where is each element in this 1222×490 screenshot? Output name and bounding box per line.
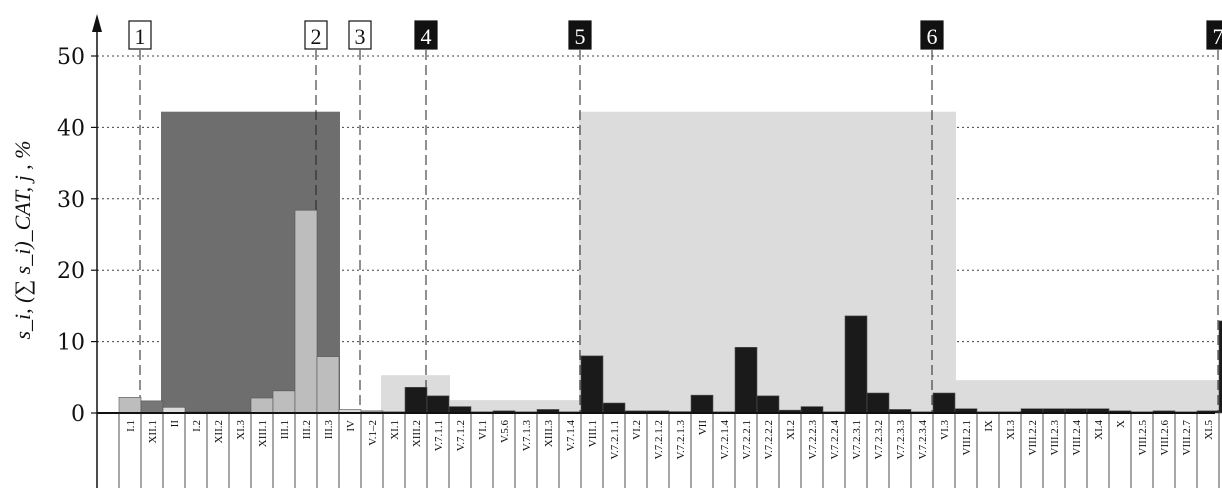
marker-box [920, 20, 944, 50]
category-label: VIII.1 [587, 420, 599, 447]
category-label: V.7.2.3.1 [851, 420, 863, 460]
category-label: VIII.2.4 [1071, 420, 1083, 456]
y-tick-label: 0 [71, 402, 85, 427]
category-label: V.7.2.1.4 [719, 420, 731, 460]
category-label: IV [345, 420, 357, 432]
category-label: V.7.1.4 [565, 420, 577, 452]
category-label: XI.3 [235, 420, 247, 440]
category-label: XIII.1 [257, 420, 269, 447]
bars [118, 209, 1222, 414]
category-label: VI.1 [477, 420, 489, 440]
y-tick-label: 40 [57, 116, 85, 141]
category-label: VI.3 [939, 420, 951, 440]
background-regions [161, 111, 1222, 413]
marker-box [414, 20, 438, 50]
marker-box [568, 20, 592, 50]
category-label: IX [983, 420, 995, 432]
category-label: V.1–2 [367, 420, 379, 446]
category-label: VIII.2.5 [1137, 420, 1149, 456]
y-axis-label: s_i, (∑ s_i)_CAT, j , % [10, 140, 35, 339]
category-label: XI.4 [1093, 420, 1105, 440]
category-label: XI.3 [1005, 420, 1017, 440]
marker-label: 3 [355, 24, 366, 49]
category-label: V.7.2.2.3 [807, 420, 819, 460]
category-label: XIII.3 [543, 420, 555, 448]
bar [734, 347, 758, 414]
category-label: I.2 [191, 420, 203, 432]
category-label: V.7.2.1.2 [653, 420, 665, 460]
marker-lines [139, 50, 1219, 413]
category-label: V.7.2.2.4 [829, 420, 841, 460]
category-label: XIII.2 [411, 420, 423, 447]
bar [426, 395, 450, 414]
category-label: III.1 [279, 420, 291, 439]
category-label: II [169, 420, 181, 428]
marker-label: 1 [135, 24, 146, 49]
bar [272, 390, 296, 414]
category-label: XI.2 [785, 420, 797, 440]
category-label: VIII.2.6 [1159, 420, 1171, 456]
marker-box [128, 20, 152, 50]
bar [404, 386, 428, 414]
category-label: XII.2 [213, 420, 225, 444]
axes [92, 14, 1220, 488]
bar [316, 356, 340, 414]
marker-label: 6 [927, 24, 938, 49]
category-label: VI.2 [631, 420, 643, 440]
marker-label: 4 [421, 24, 432, 49]
category-label: V.7.2.3.3 [895, 420, 907, 460]
category-label: V.7.2.3.2 [873, 420, 885, 460]
y-ticks: 0 10 20 30 40 50 [57, 45, 97, 427]
marker-box [304, 20, 328, 50]
y-tick-label: 20 [57, 259, 85, 284]
marker-label: 2 [311, 24, 322, 49]
marker-label: 5 [575, 24, 586, 49]
bar [602, 402, 626, 414]
category-labels: I.1 XII.1 II I.2 XII.2 XI.3 XIII.1 III.1 III.2 II… [125, 420, 1215, 460]
bar [118, 396, 142, 414]
category-label: VIII.2.1 [961, 420, 973, 455]
bar [580, 355, 604, 414]
category-label: V.7.1.3 [521, 420, 533, 452]
y-tick-label: 10 [57, 331, 85, 356]
category-label: X [1115, 420, 1127, 428]
category-label: V.7.2.1.1 [609, 420, 621, 460]
category-label: XI.1 [389, 420, 401, 440]
bar [932, 392, 956, 414]
y-axis-arrow [92, 14, 102, 32]
category-label: VIII.2.3 [1049, 420, 1061, 456]
bar [690, 394, 714, 414]
category-label: I.1 [125, 420, 137, 432]
category-label: III.3 [323, 420, 335, 440]
category-label: VIII.2.7 [1181, 420, 1193, 456]
category-label: III.2 [301, 420, 313, 439]
bar [866, 392, 890, 414]
category-label: XII.1 [147, 420, 159, 444]
bar [294, 209, 318, 414]
category-label: V.7.2.1.3 [675, 420, 687, 460]
category-label: V.7.1.2 [455, 420, 467, 451]
category-label: V.7.2.3.4 [917, 420, 929, 460]
bar [756, 395, 780, 414]
marker-box [348, 20, 372, 50]
y-tick-label: 50 [57, 45, 85, 70]
bar [250, 397, 274, 414]
category-label: V.7.1.1 [433, 420, 445, 451]
category-region [579, 111, 956, 413]
marker-box [1206, 20, 1222, 50]
y-tick-label: 30 [57, 188, 85, 213]
category-region [953, 380, 1222, 413]
bar [1218, 320, 1222, 414]
category-label: V.5.6 [499, 420, 511, 444]
category-label: V.7.2.2.1 [741, 420, 753, 460]
category-label: VII [697, 420, 709, 436]
markers: 1 2 3 4 5 6 7 [128, 20, 1222, 50]
bar [140, 400, 164, 414]
category-label: V.7.2.2.2 [763, 420, 775, 460]
marker-label: 7 [1213, 24, 1222, 49]
category-label: VIII.2.2 [1027, 420, 1039, 455]
category-label: XI.5 [1203, 420, 1215, 440]
bar [844, 315, 868, 414]
